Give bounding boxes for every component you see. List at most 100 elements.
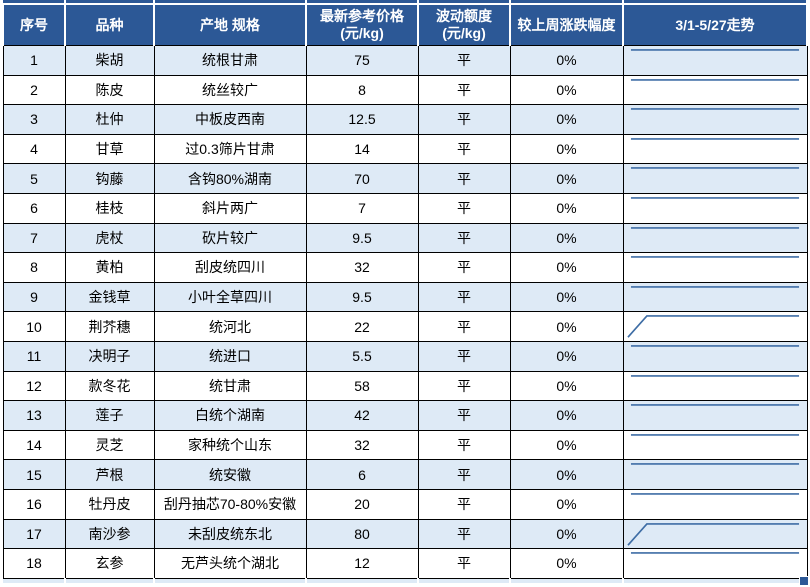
origin-spec-cell: 小叶全草四川 [153,281,307,313]
trend-sparkline-cell [622,74,808,106]
col-header-price: 最新参考价格 (元/kg) [305,4,419,46]
price-cell: 32 [305,429,419,461]
origin-spec-cell: 统河北 [153,311,307,342]
price-cell: 80 [305,518,419,550]
table-row: 8 黄柏 刮皮统四川 32 平 0% [2,252,808,283]
origin-spec-cell: 中板皮西南 [153,104,307,135]
row-number-cell: 13 [2,400,66,431]
trend-sparkline-cell [622,429,808,461]
weekly-change-cell: 0% [509,104,624,135]
origin-spec-cell: 过0.3筛片甘肃 [153,133,307,165]
trend-sparkline-cell [622,548,808,579]
col-header-variety: 品种 [64,4,155,46]
fluctuation-cell: 平 [417,311,511,342]
table-row: 3 杜仲 中板皮西南 12.5 平 0% [2,104,808,135]
col-header-fluctuation: 波动额度 (元/kg) [417,4,511,46]
row-number-cell: 11 [2,340,66,372]
row-number-cell: 10 [2,311,66,342]
price-cell: 58 [305,370,419,402]
trend-sparkline [624,283,807,312]
table-row: 7 虎杖 砍片较广 9.5 平 0% [2,222,808,254]
adjacent-row-top-edge [3,0,808,5]
trend-sparkline [624,401,807,430]
weekly-change-cell: 0% [509,133,624,165]
row-number-cell: 3 [2,104,66,135]
row-number-cell: 16 [2,488,66,520]
price-cell: 14 [305,133,419,165]
table-body: 1 柴胡 统根甘肃 75 平 0% 2 陈皮 统丝较广 8 平 0% 3 杜仲 中板皮西南 12.5 平 0% 4 甘… [2,45,808,579]
gridline-cell [3,0,66,5]
variety-cell: 金钱草 [64,281,155,313]
table-row: 9 金钱草 小叶全草四川 9.5 平 0% [2,281,808,313]
trend-sparkline [624,490,807,519]
row-number-cell: 17 [2,518,66,550]
origin-spec-cell: 统安徽 [153,459,307,490]
table-row: 16 牡丹皮 刮丹抽芯70-80%安徽 20 平 0% [2,488,808,520]
adjacent-row-bottom-edge [3,577,808,583]
weekly-change-cell: 0% [509,459,624,490]
weekly-change-cell: 0% [509,340,624,372]
row-number-cell: 6 [2,192,66,224]
variety-cell: 柴胡 [64,45,155,76]
col-header-price-line2: (元/kg) [340,25,384,41]
origin-spec-cell: 未刮皮统东北 [153,518,307,550]
origin-spec-cell: 斜片两广 [153,192,307,224]
row-number-cell: 18 [2,548,66,579]
gridline-cell [510,577,624,583]
price-cell: 42 [305,400,419,431]
trend-sparkline [624,253,807,282]
trend-sparkline-cell [622,281,808,313]
fluctuation-cell: 平 [417,252,511,283]
gridline-cell [154,0,307,5]
weekly-change-cell: 0% [509,252,624,283]
trend-sparkline [624,224,807,253]
price-cell: 9.5 [305,281,419,313]
trend-sparkline-cell [622,400,808,431]
trend-sparkline [624,46,807,75]
fill-handle[interactable] [799,576,808,585]
trend-sparkline-cell [622,518,808,550]
variety-cell: 玄参 [64,548,155,579]
weekly-change-cell: 0% [509,222,624,254]
fluctuation-cell: 平 [417,429,511,461]
fluctuation-cell: 平 [417,548,511,579]
origin-spec-cell: 统甘肃 [153,370,307,402]
gridline-cell [623,0,808,5]
table-row: 17 南沙参 未刮皮统东北 80 平 0% [2,518,808,550]
row-number-cell: 1 [2,45,66,76]
price-cell: 9.5 [305,222,419,254]
trend-sparkline [624,549,807,578]
gridline-cell [623,577,808,583]
weekly-change-cell: 0% [509,429,624,461]
col-header-price-line1: 最新参考价格 [320,7,404,24]
trend-sparkline-cell [622,192,808,224]
fluctuation-cell: 平 [417,370,511,402]
trend-sparkline [624,520,807,549]
fluctuation-cell: 平 [417,222,511,254]
price-cell: 32 [305,252,419,283]
table-row: 2 陈皮 统丝较广 8 平 0% [2,74,808,106]
price-cell: 12 [305,548,419,579]
fluctuation-cell: 平 [417,400,511,431]
variety-cell: 陈皮 [64,74,155,106]
origin-spec-cell: 无芦头统个湖北 [153,548,307,579]
origin-spec-cell: 白统个湖南 [153,400,307,431]
trend-sparkline-cell [622,340,808,372]
origin-spec-cell: 含钩80%湖南 [153,163,307,194]
row-number-cell: 12 [2,370,66,402]
fluctuation-cell: 平 [417,281,511,313]
row-number-cell: 15 [2,459,66,490]
variety-cell: 款冬花 [64,370,155,402]
gridline-cell [154,577,307,583]
fluctuation-cell: 平 [417,133,511,165]
price-cell: 7 [305,192,419,224]
origin-spec-cell: 统进口 [153,340,307,372]
col-header-fluctuation-line2: (元/kg) [442,25,486,41]
gridline-cell [510,0,624,5]
trend-sparkline [624,460,807,489]
variety-cell: 灵芝 [64,429,155,461]
row-number-cell: 7 [2,222,66,254]
trend-sparkline [624,431,807,460]
table-row: 6 桂枝 斜片两广 7 平 0% [2,192,808,224]
variety-cell: 杜仲 [64,104,155,135]
